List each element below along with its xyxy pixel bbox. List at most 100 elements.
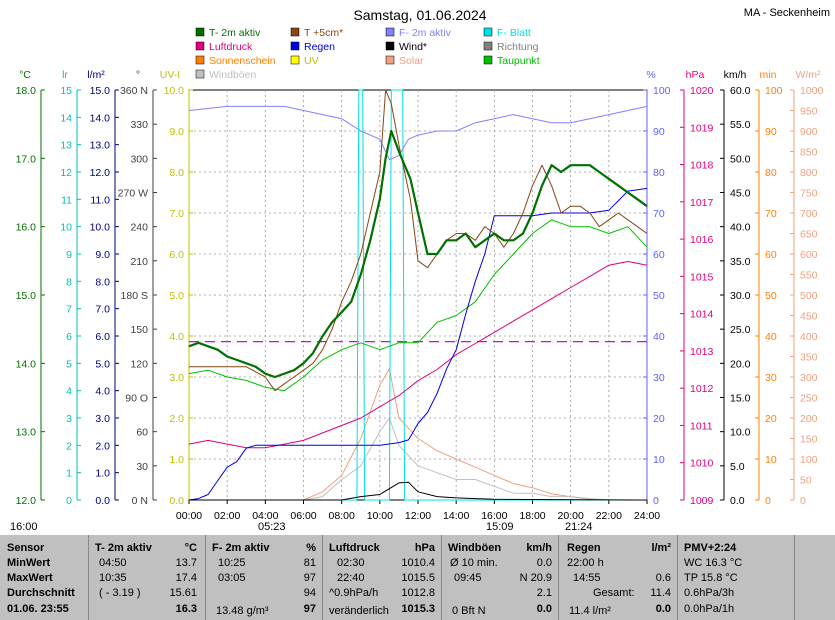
time-tick-label: 16:00 [481,510,507,522]
time-tick-label: 02:00 [214,510,240,522]
stats-unit: hPa [414,542,435,554]
axis-tick-label: 4.0 [169,331,184,343]
axis-tick-label: 180 S [121,290,148,302]
axis-unit: hPa [686,69,705,81]
legend-swatch [385,41,395,51]
legend-swatch [483,55,493,65]
time-tick-label: 00:00 [176,510,202,522]
axis-tick-label: 40.0 [730,222,751,234]
axis-tick-label: 25.0 [730,324,751,336]
legend-swatch [483,41,493,51]
axis-tick-label: 150 [130,324,148,336]
axis-tick-label: 7.0 [169,208,184,220]
stats-unit: l/m² [651,542,671,554]
axis-tick-label: 900 [800,126,818,138]
time-tick-label: 20:00 [558,510,584,522]
axis-tick-label: 30 [765,372,777,384]
stats-label: MaxWert [7,572,53,584]
series-line [188,105,648,161]
axis-tick-label: 13 [60,140,72,152]
axis-tick-label: 45.0 [730,188,751,200]
axis-tick-label: 2.0 [95,440,110,452]
axis-unit: l/m² [87,69,105,81]
stats-col-sensor: Sensor MinWert MaxWert Durchschnitt 01.0… [0,535,89,620]
axis-tick-label: 500 [800,290,818,302]
axis-tick-label: 18.0 [16,85,37,97]
axis-tick-label: 13.0 [16,427,37,439]
axis-tick-label: 300 [800,372,818,384]
stats-head: T- 2m aktiv [95,542,152,554]
stats-time: 02:30 [337,557,365,569]
stats-value: 16.3 [175,603,197,615]
axis-tick-label: 0.0 [95,495,110,507]
stats-time: 04:50 [99,557,127,569]
stats-note: veränderlich [329,605,389,617]
stats-value: 0.0 [536,603,552,615]
series-line [189,417,647,501]
axis-tick-label: 9 [66,249,72,261]
time-tick-label: 10:00 [367,510,393,522]
axis-tick-label: 0.0 [169,495,184,507]
legend-label: Solar [399,55,424,67]
time-tick-label: 04:00 [252,510,278,522]
axis-tick-label: 7.0 [95,304,110,316]
axis-unit: lr [62,69,68,81]
axis-tick-label: 15.0 [90,85,111,97]
axis-tick-label: 70 [653,208,665,220]
axis-tick-label: 11 [61,194,72,206]
stats-value: 17.4 [175,572,197,584]
stats-col-f2m: F- 2m aktiv % 10:25 81 03:05 97 94 13.48… [206,535,323,620]
axis-tick-label: 4 [66,386,72,398]
axis-tick-label: 360 N [120,85,148,97]
axis-tick-label: 30 [136,461,148,473]
axis-tick-label: 1011 [690,420,713,432]
axis-tick-label: 3.0 [95,413,110,425]
axis-tick-label: 1014 [690,309,714,321]
axis-tick-label: 35.0 [730,256,751,268]
axis-unit: °C [19,69,31,81]
weather-chart: Samstag, 01.06.2024 MA - Seckenheim T- 2… [10,7,830,533]
axis-tick-label: 1013 [690,346,714,358]
axis-tick-label: 0 [765,495,771,507]
axis-tick-label: 800 [800,167,818,179]
station-name: MA - Seckenheim [744,7,830,19]
axis-unit: min [760,69,777,81]
axis-tick-label: 750 [800,188,818,200]
axis-tick-label: 10.0 [164,85,185,97]
series-line [188,219,648,392]
stats-note: 0.6hPa/3h [684,587,735,599]
axis-tick-label: 1 [66,468,72,480]
axis-tick-label: 6.0 [95,331,110,343]
legend-label: Luftdruck [209,41,253,53]
axis-tick-label: 90 [765,126,777,138]
axis-tick-label: 14.0 [16,358,37,370]
legend-swatch [290,27,300,37]
legend-swatch [483,27,493,37]
stats-value: 11.4 [650,587,671,599]
legend-swatch [290,55,300,65]
legend-swatch [385,27,395,37]
axis-tick-label: 350 [800,352,818,364]
axis-tick-label: 12.0 [16,495,37,507]
axis-tick-label: 15.0 [16,290,37,302]
axis-tick-label: 15 [60,85,72,97]
legend-swatch [195,69,205,79]
axis-tick-label: 40 [653,331,665,343]
stats-note: 22:00 h [567,557,604,569]
stats-unit: °C [184,542,197,554]
stats-time: ( - 3.19 ) [99,587,141,599]
stats-value: 94 [303,587,316,599]
axis-tick-label: 5 [66,358,72,370]
time-tick-label: 18:00 [519,510,545,522]
axis-tick-label: 8 [66,276,72,288]
stats-head: Windböen [448,542,502,554]
stats-col-pmv: PMV+2:24 WC 16.3 °C TP 15.8 °C 0.6hPa/3h… [678,535,795,620]
axis-tick-label: 0 [66,495,72,507]
legend-label: UV [304,55,319,67]
time-tick-label: 14:00 [443,510,469,522]
axis-tick-label: 240 [130,222,148,234]
legend-label: Richtung [497,41,539,53]
axis-tick-label: 100 [800,454,818,466]
axis-tick-label: 270 W [118,188,148,200]
chart-series [188,89,648,501]
